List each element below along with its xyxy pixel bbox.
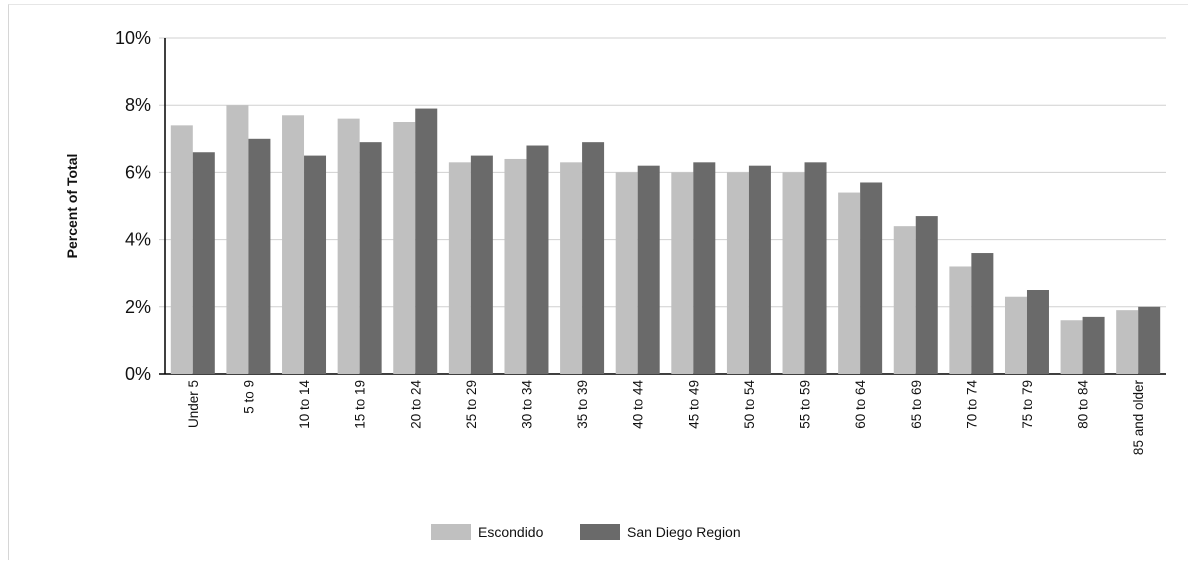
bar-san-diego-region xyxy=(1138,306,1161,374)
y-tick-label: 10% xyxy=(115,28,151,48)
x-tick-label: 10 to 14 xyxy=(297,380,312,429)
x-tick-label: 5 to 9 xyxy=(241,380,256,414)
legend-label-san-diego-region: San Diego Region xyxy=(627,524,741,540)
y-tick-label: 6% xyxy=(125,162,151,182)
bar-escondido xyxy=(560,162,583,374)
bar-escondido xyxy=(226,105,249,374)
bar-san-diego-region xyxy=(637,165,660,374)
bar-escondido xyxy=(1004,296,1027,374)
bar-san-diego-region xyxy=(304,155,327,374)
x-tick-label: 35 to 39 xyxy=(575,380,590,429)
bar-san-diego-region xyxy=(860,182,883,374)
bar-escondido xyxy=(671,172,694,374)
bar-escondido xyxy=(282,115,305,374)
bar-san-diego-region xyxy=(1082,316,1105,374)
y-tick-label: 8% xyxy=(125,95,151,115)
x-tick-label: 85 and older xyxy=(1131,379,1146,455)
gridlines xyxy=(159,37,1166,375)
bar-escondido xyxy=(949,266,972,374)
x-tick-label: 30 to 34 xyxy=(519,380,534,429)
x-tick-label: 15 to 19 xyxy=(353,380,368,429)
legend-swatch-escondido xyxy=(431,524,471,540)
bars xyxy=(170,105,1161,374)
bar-escondido xyxy=(615,172,638,374)
legend: Escondido San Diego Region xyxy=(431,524,741,540)
x-tick-label: 55 to 59 xyxy=(798,380,813,429)
bar-escondido xyxy=(1116,310,1139,374)
bar-san-diego-region xyxy=(582,142,605,374)
y-tick-label: 4% xyxy=(125,230,151,250)
bar-san-diego-region xyxy=(748,165,771,374)
bar-escondido xyxy=(448,162,471,374)
x-tick-label: 20 to 24 xyxy=(408,380,423,429)
legend-label-escondido: Escondido xyxy=(478,524,544,540)
y-tick-label: 0% xyxy=(125,364,151,384)
x-tick-label: 60 to 64 xyxy=(853,380,868,429)
bar-escondido xyxy=(726,172,749,374)
bar-san-diego-region xyxy=(971,253,994,374)
legend-swatch-san-diego-region xyxy=(580,524,620,540)
bar-escondido xyxy=(170,125,193,374)
y-axis-title: Percent of Total xyxy=(64,154,80,259)
y-tick-labels: 0% 2% 4% 6% 8% 10% xyxy=(115,28,151,384)
chart-frame xyxy=(8,4,1188,560)
bar-escondido xyxy=(337,118,360,374)
x-tick-label: 75 to 79 xyxy=(1020,380,1035,429)
bar-san-diego-region xyxy=(359,142,382,374)
bar-escondido xyxy=(1060,320,1083,374)
bar-san-diego-region xyxy=(248,138,271,374)
x-tick-label: 25 to 29 xyxy=(464,380,479,429)
bar-san-diego-region xyxy=(804,162,827,374)
bar-escondido xyxy=(504,158,527,374)
bar-san-diego-region xyxy=(915,216,938,374)
bar-san-diego-region xyxy=(192,152,215,374)
bar-san-diego-region xyxy=(526,145,549,374)
bar-san-diego-region xyxy=(693,162,716,374)
bar-escondido xyxy=(393,122,416,374)
x-tick-label: 40 to 44 xyxy=(631,380,646,429)
x-tick-label: 50 to 54 xyxy=(742,380,757,429)
bar-san-diego-region xyxy=(470,155,493,374)
x-tick-label: Under 5 xyxy=(186,380,201,428)
x-tick-label: 70 to 74 xyxy=(964,380,979,429)
x-tick-labels: Under 5 5 to 9 10 to 14 15 to 19 20 to 24 25 … xyxy=(186,379,1146,455)
bar-san-diego-region xyxy=(415,108,438,374)
x-tick-label: 65 to 69 xyxy=(909,380,924,429)
bar-escondido xyxy=(838,192,861,374)
bar-escondido xyxy=(893,226,916,374)
y-tick-label: 2% xyxy=(125,297,151,317)
bar-san-diego-region xyxy=(1026,290,1049,374)
x-tick-label: 80 to 84 xyxy=(1076,380,1091,429)
x-tick-label: 45 to 49 xyxy=(686,380,701,429)
bar-escondido xyxy=(782,172,805,374)
